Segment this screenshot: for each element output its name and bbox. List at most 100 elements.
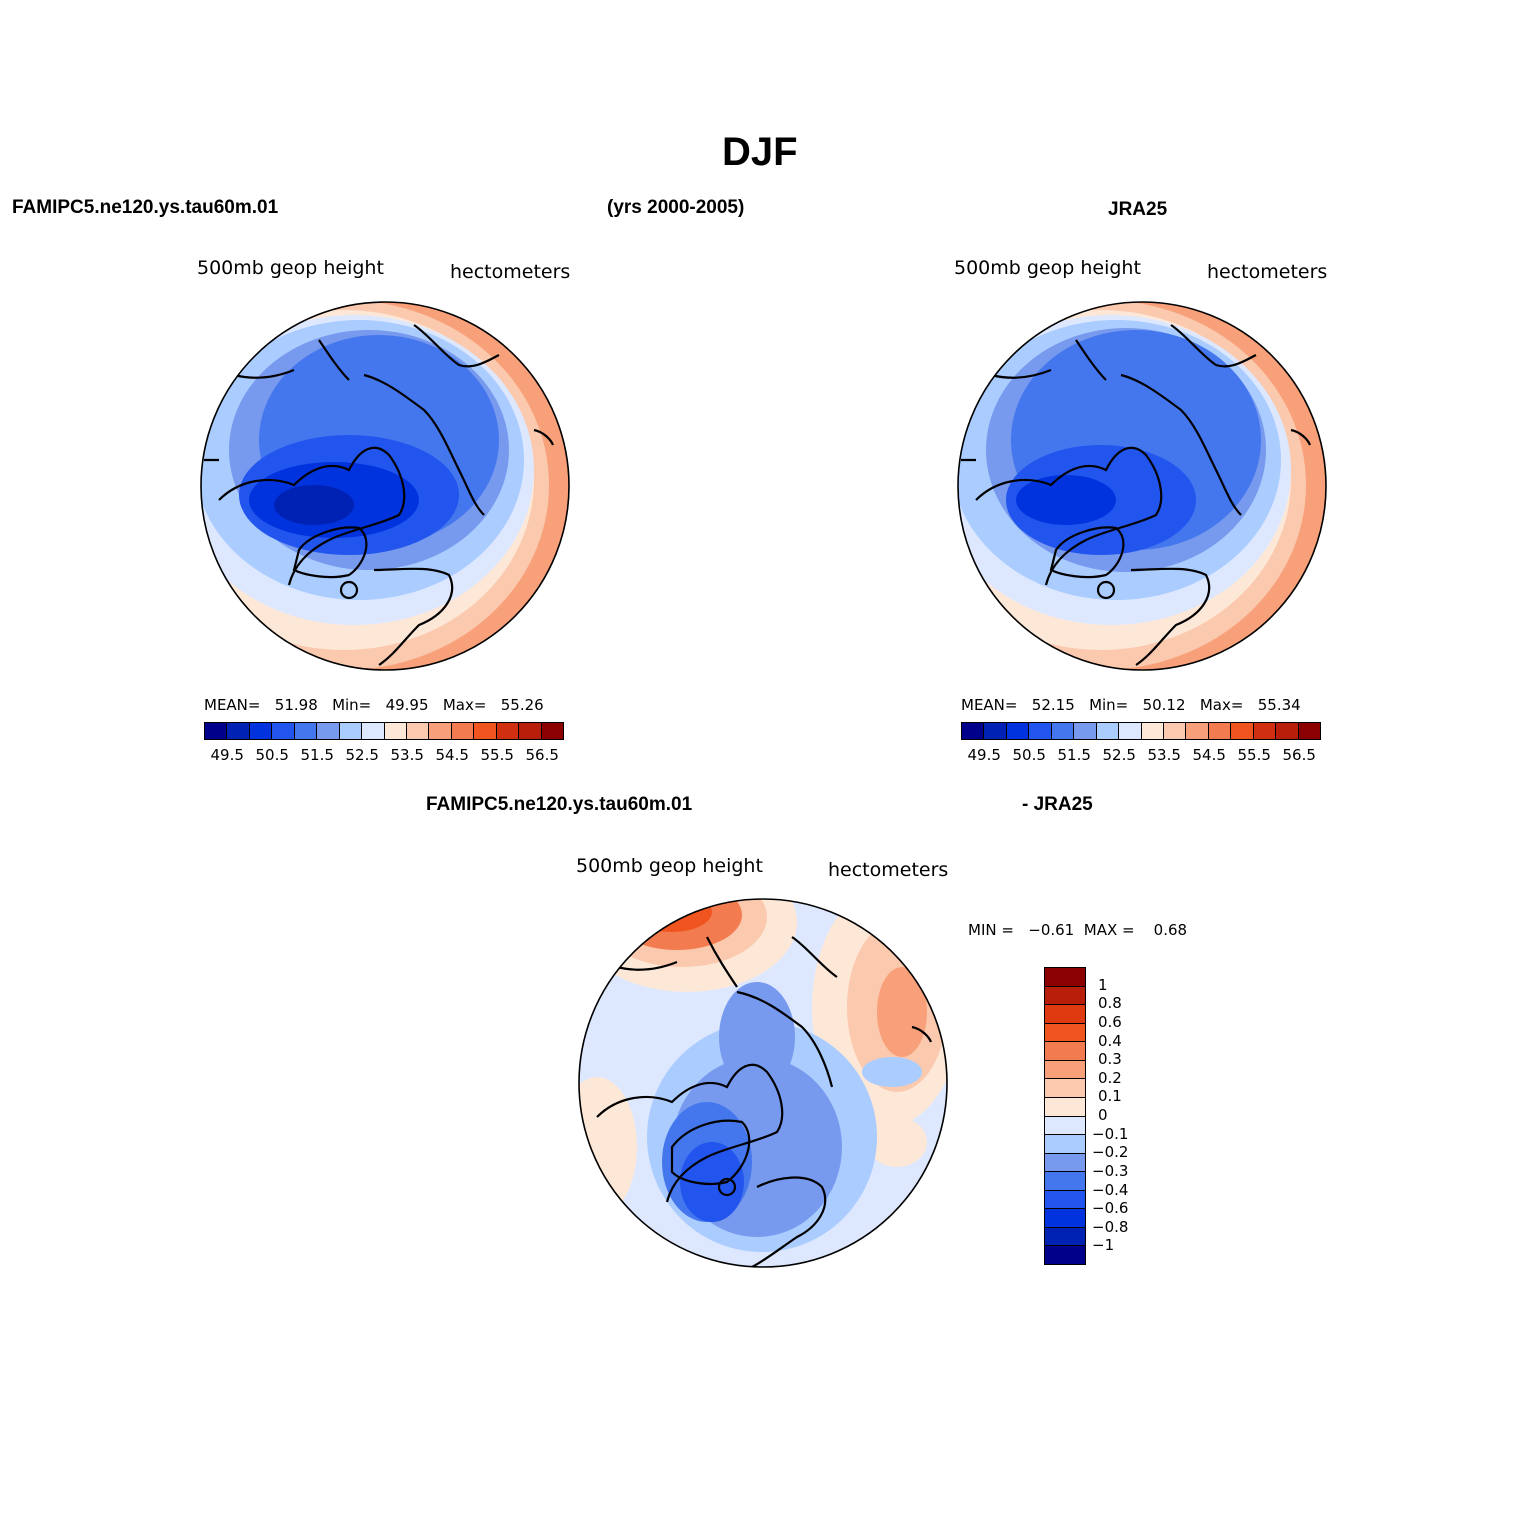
colorbar-tick-label: 0.6 bbox=[1098, 1012, 1122, 1031]
colorbar-tick-label: −0.1 bbox=[1092, 1124, 1129, 1143]
colorbar-tick-label: 55.5 bbox=[1237, 746, 1271, 764]
colorbar-tick-label: −0.6 bbox=[1092, 1199, 1129, 1218]
colorbar-tick-label: 0.1 bbox=[1098, 1087, 1122, 1106]
colorbar-swatch bbox=[1119, 723, 1142, 739]
colorbar-swatch bbox=[984, 723, 1007, 739]
page-title: DJF bbox=[722, 130, 798, 174]
colorbar-swatch bbox=[1045, 1209, 1085, 1228]
panel1-polar-map bbox=[200, 301, 570, 671]
colorbar-tick-label: 1 bbox=[1098, 975, 1108, 994]
colorbar-swatch bbox=[474, 723, 497, 739]
colorbar-swatch bbox=[339, 723, 363, 739]
colorbar-swatch bbox=[317, 723, 340, 739]
colorbar-tick-label: 0 bbox=[1098, 1106, 1108, 1124]
colorbar-tick-label: 0.4 bbox=[1098, 1031, 1122, 1050]
colorbar-swatch bbox=[962, 723, 985, 739]
colorbar-tick-label: 55.5 bbox=[480, 746, 514, 764]
colorbar-swatch bbox=[1045, 1023, 1085, 1043]
colorbar-swatch bbox=[227, 723, 250, 739]
panel2-polar-map bbox=[957, 301, 1327, 671]
colorbar-swatch bbox=[1096, 723, 1120, 739]
colorbar-swatch bbox=[406, 723, 430, 739]
panel2-stats: MEAN= 52.15 Min= 50.12 Max= 55.34 bbox=[961, 696, 1301, 714]
colorbar-swatch bbox=[1045, 1135, 1085, 1154]
colorbar-swatch bbox=[1298, 723, 1320, 739]
panel2-colorbar bbox=[961, 722, 1321, 740]
colorbar-swatch bbox=[1141, 723, 1164, 739]
panel1-units: hectometers bbox=[450, 261, 571, 283]
colorbar-swatch bbox=[496, 723, 520, 739]
colorbar-tick-label: 52.5 bbox=[1102, 746, 1136, 764]
colorbar-swatch bbox=[1045, 1190, 1085, 1210]
colorbar-swatch bbox=[272, 723, 295, 739]
obs-name: JRA25 bbox=[1108, 199, 1168, 220]
colorbar-swatch bbox=[1253, 723, 1277, 739]
colorbar-tick-label: 56.5 bbox=[525, 746, 559, 764]
diff-variable: 500mb geop height bbox=[576, 855, 763, 877]
diff-title-left: FAMIPC5.ne120.ys.tau60m.01 bbox=[426, 794, 693, 815]
colorbar-swatch bbox=[1045, 1153, 1085, 1173]
colorbar-tick-label: 51.5 bbox=[1057, 746, 1091, 764]
colorbar-swatch bbox=[1045, 1042, 1085, 1061]
colorbar-swatch bbox=[451, 723, 475, 739]
colorbar-tick-label: 0.2 bbox=[1098, 1068, 1122, 1087]
colorbar-swatch bbox=[1231, 723, 1254, 739]
colorbar-swatch bbox=[294, 723, 318, 739]
colorbar-swatch bbox=[1045, 1246, 1085, 1264]
colorbar-swatch bbox=[1045, 1097, 1085, 1117]
colorbar-tick-label: 53.5 bbox=[1147, 746, 1181, 764]
colorbar-swatch bbox=[1276, 723, 1299, 739]
colorbar-tick-label: −0.3 bbox=[1092, 1161, 1129, 1180]
colorbar-swatch bbox=[249, 723, 273, 739]
colorbar-tick-label: 50.5 bbox=[1012, 746, 1046, 764]
panel1-variable: 500mb geop height bbox=[197, 257, 384, 279]
colorbar-tick-label: 0.8 bbox=[1098, 994, 1122, 1013]
panel2-variable: 500mb geop height bbox=[954, 257, 1141, 279]
case-name: FAMIPC5.ne120.ys.tau60m.01 bbox=[12, 197, 279, 218]
colorbar-swatch bbox=[1163, 723, 1187, 739]
colorbar-swatch bbox=[519, 723, 542, 739]
colorbar-tick-label: 49.5 bbox=[967, 746, 1001, 764]
panel1-stats: MEAN= 51.98 Min= 49.95 Max= 55.26 bbox=[204, 696, 544, 714]
diff-title-right: - JRA25 bbox=[1022, 794, 1093, 815]
colorbar-swatch bbox=[1006, 723, 1030, 739]
colorbar-swatch bbox=[1045, 1116, 1085, 1136]
colorbar-swatch bbox=[429, 723, 452, 739]
colorbar-tick-label: −0.4 bbox=[1092, 1180, 1129, 1199]
colorbar-swatch bbox=[1074, 723, 1097, 739]
colorbar-tick-label: 53.5 bbox=[390, 746, 424, 764]
colorbar-swatch bbox=[1186, 723, 1209, 739]
diff-stats: MIN = −0.61 MAX = 0.68 bbox=[968, 921, 1188, 939]
colorbar-swatch bbox=[1045, 1005, 1085, 1024]
colorbar-swatch bbox=[1045, 1060, 1085, 1080]
years-label: (yrs 2000-2005) bbox=[607, 197, 745, 218]
colorbar-tick-label: 54.5 bbox=[1192, 746, 1226, 764]
colorbar-tick-label: 50.5 bbox=[255, 746, 289, 764]
colorbar-swatch bbox=[1051, 723, 1075, 739]
colorbar-tick-label: 56.5 bbox=[1282, 746, 1316, 764]
colorbar-swatch bbox=[1045, 986, 1085, 1006]
diff-polar-map bbox=[578, 898, 948, 1268]
colorbar-swatch bbox=[1208, 723, 1232, 739]
colorbar-tick-label: 51.5 bbox=[300, 746, 334, 764]
colorbar-swatch bbox=[1045, 1227, 1085, 1247]
colorbar-tick-label: −1 bbox=[1092, 1236, 1115, 1255]
colorbar-swatch bbox=[541, 723, 563, 739]
colorbar-swatch bbox=[205, 723, 228, 739]
colorbar-tick-label: 54.5 bbox=[435, 746, 469, 764]
panel2-units: hectometers bbox=[1207, 261, 1328, 283]
colorbar-tick-label: 49.5 bbox=[210, 746, 244, 764]
panel1-colorbar bbox=[204, 722, 564, 740]
colorbar-swatch bbox=[1045, 1079, 1085, 1098]
diff-colorbar bbox=[1044, 967, 1086, 1265]
diff-units: hectometers bbox=[828, 859, 949, 881]
colorbar-tick-label: −0.2 bbox=[1092, 1143, 1129, 1162]
colorbar-tick-label: −0.8 bbox=[1092, 1217, 1129, 1236]
colorbar-tick-label: 52.5 bbox=[345, 746, 379, 764]
colorbar-swatch bbox=[362, 723, 385, 739]
colorbar-swatch bbox=[1045, 968, 1085, 987]
colorbar-tick-label: 0.3 bbox=[1098, 1050, 1122, 1069]
colorbar-swatch bbox=[1045, 1172, 1085, 1191]
colorbar-swatch bbox=[384, 723, 407, 739]
colorbar-swatch bbox=[1029, 723, 1052, 739]
